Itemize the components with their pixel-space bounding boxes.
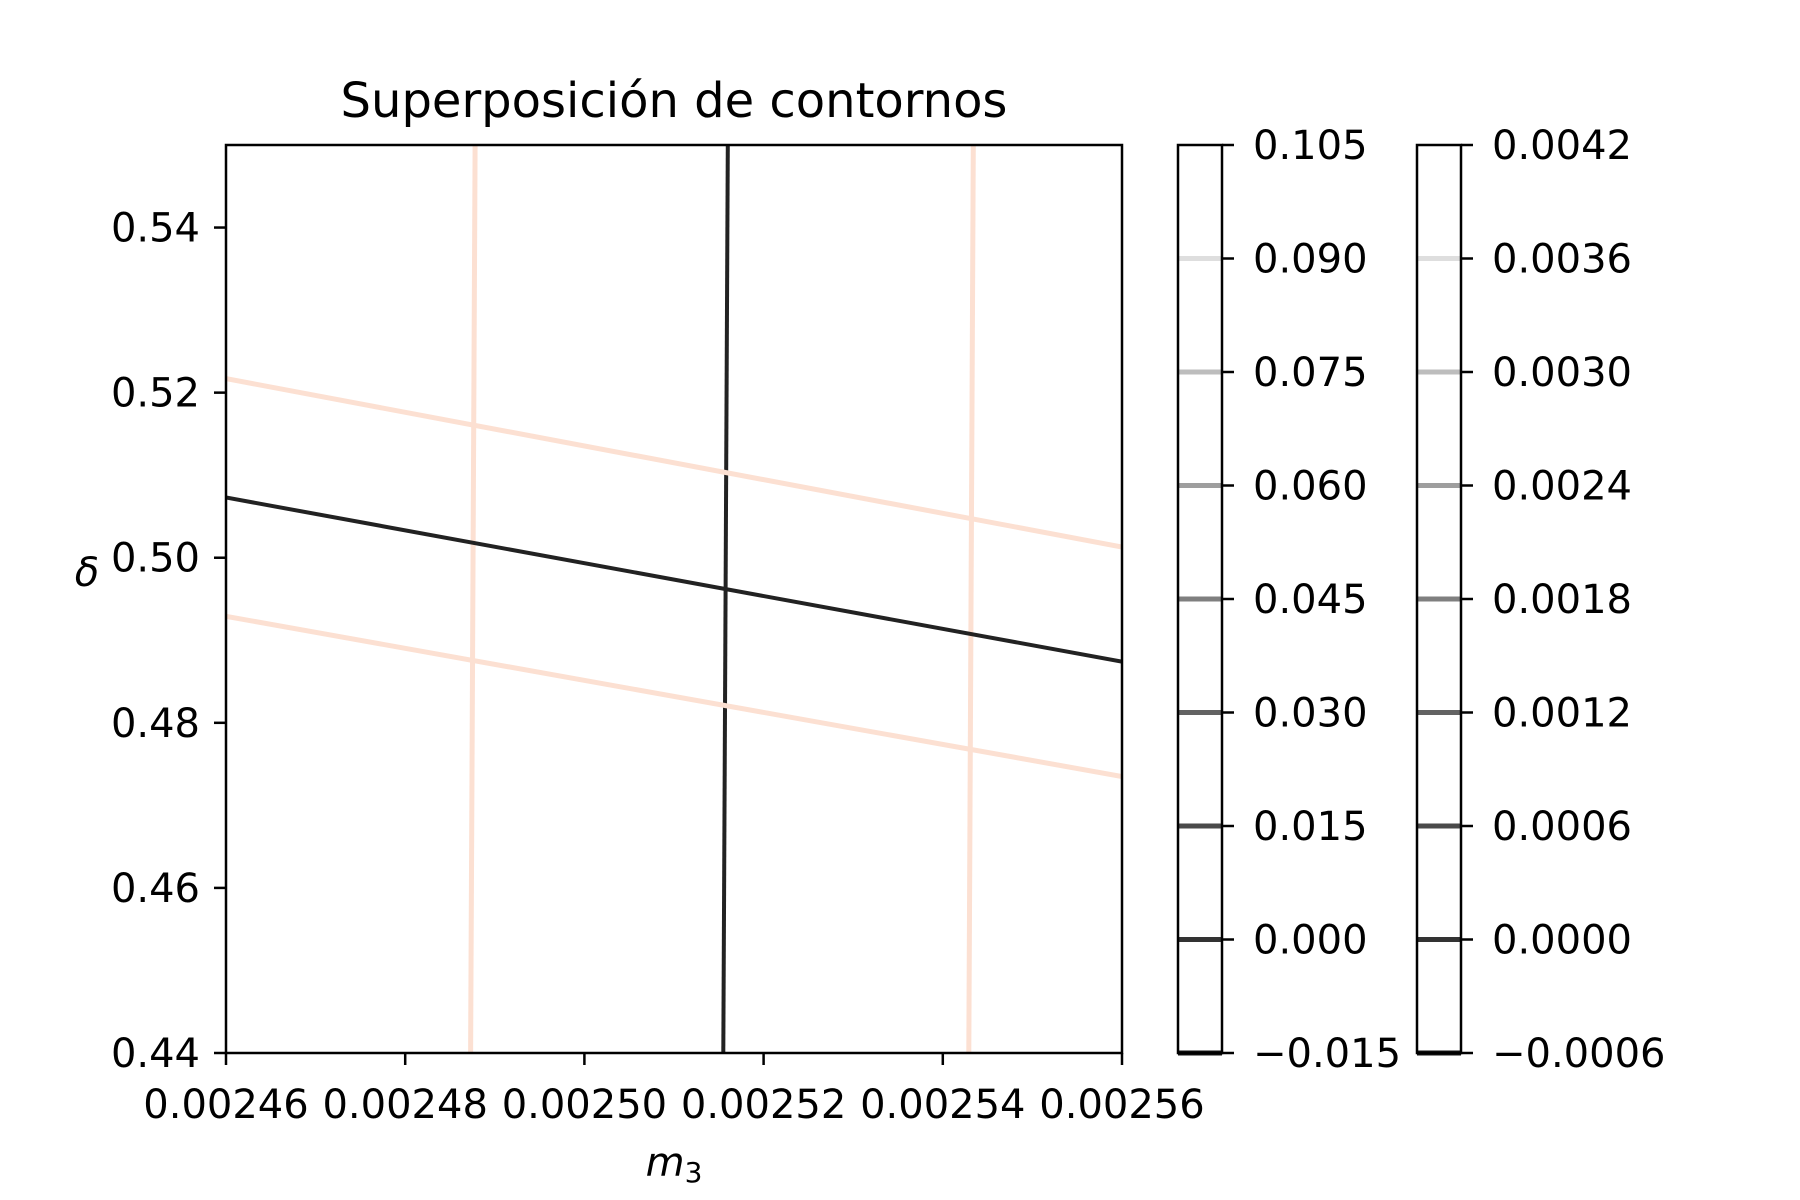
colorbar-0-tick-label-3: 0.030 bbox=[1253, 691, 1368, 737]
x-tick-label-4: 0.00254 bbox=[860, 1082, 1025, 1128]
x-axis-label: m3 bbox=[646, 1140, 703, 1189]
contour-line-2 bbox=[721, 145, 730, 1053]
colorbar-1-tick-label-4: 0.0018 bbox=[1492, 577, 1632, 623]
x-tick-label-1: 0.00248 bbox=[322, 1082, 487, 1128]
y-tick-label-3: 0.50 bbox=[111, 536, 200, 582]
contour-line-1 bbox=[966, 145, 976, 1053]
y-tick-label-4: 0.52 bbox=[111, 371, 200, 417]
x-tick-label-2: 0.00250 bbox=[502, 1082, 667, 1128]
colorbar-1-tick-label-3: 0.0012 bbox=[1492, 691, 1632, 737]
colorbar-1-tick-label-0: −0.0006 bbox=[1492, 1031, 1665, 1077]
x-tick-label-5: 0.00256 bbox=[1039, 1082, 1204, 1128]
contour-line-0 bbox=[468, 145, 478, 1053]
plot-area bbox=[224, 143, 1124, 1055]
colorbar-0-tick-label-4: 0.045 bbox=[1253, 577, 1368, 623]
colorbar-0-tick-label-8: 0.105 bbox=[1253, 123, 1368, 169]
colorbar-0-tick-label-0: −0.015 bbox=[1253, 1031, 1401, 1077]
colorbar-left: −0.015 0.000 0.015 0.030 0.045 0.060 0.075 0.09… bbox=[1176, 123, 1401, 1077]
y-tick-label-0: 0.44 bbox=[111, 1031, 200, 1077]
contour-line-3 bbox=[226, 376, 1122, 550]
colorbar-1-tick-label-7: 0.0036 bbox=[1492, 237, 1632, 283]
colorbar-right: −0.0006 0.0000 0.0006 0.0012 0.0018 0.0024 0.0… bbox=[1415, 123, 1665, 1077]
contour-lines bbox=[226, 145, 1122, 1053]
y-tick-label-1: 0.46 bbox=[111, 866, 200, 912]
plot-frame bbox=[224, 143, 1124, 1055]
colorbar-0-tick-label-2: 0.015 bbox=[1253, 804, 1368, 850]
colorbar-0-tick-label-5: 0.060 bbox=[1253, 464, 1368, 510]
x-axis-ticks: 0.00246 0.00248 0.00250 0.00252 0.00254 0.002… bbox=[143, 1053, 1205, 1128]
y-tick-label-5: 0.54 bbox=[111, 206, 200, 252]
colorbar-1-tick-label-1: 0.0000 bbox=[1492, 918, 1632, 964]
contour-line-4 bbox=[226, 495, 1122, 664]
colorbar-1-tick-label-5: 0.0024 bbox=[1492, 464, 1632, 510]
x-axis-label-subscript: 3 bbox=[685, 1156, 703, 1189]
x-tick-label-0: 0.00246 bbox=[143, 1082, 308, 1128]
colorbar-0-tick-label-7: 0.090 bbox=[1253, 237, 1368, 283]
colorbar-1-tick-label-8: 0.0042 bbox=[1492, 123, 1632, 169]
y-tick-label-2: 0.48 bbox=[111, 701, 200, 747]
y-axis-ticks: 0.44 0.46 0.48 0.50 0.52 0.54 bbox=[111, 206, 226, 1077]
colorbar-1-tick-label-6: 0.0030 bbox=[1492, 350, 1632, 396]
y-axis-label: δ bbox=[75, 550, 99, 596]
colorbar-0-tick-label-1: 0.000 bbox=[1253, 918, 1368, 964]
x-tick-label-3: 0.00252 bbox=[681, 1082, 846, 1128]
colorbar-1-tick-label-2: 0.0006 bbox=[1492, 804, 1632, 850]
chart-title: Superposición de contornos bbox=[341, 73, 1008, 129]
x-axis-label-main: m bbox=[646, 1140, 685, 1186]
colorbar-0-tick-label-6: 0.075 bbox=[1253, 350, 1368, 396]
contour-line-5 bbox=[226, 613, 1122, 779]
